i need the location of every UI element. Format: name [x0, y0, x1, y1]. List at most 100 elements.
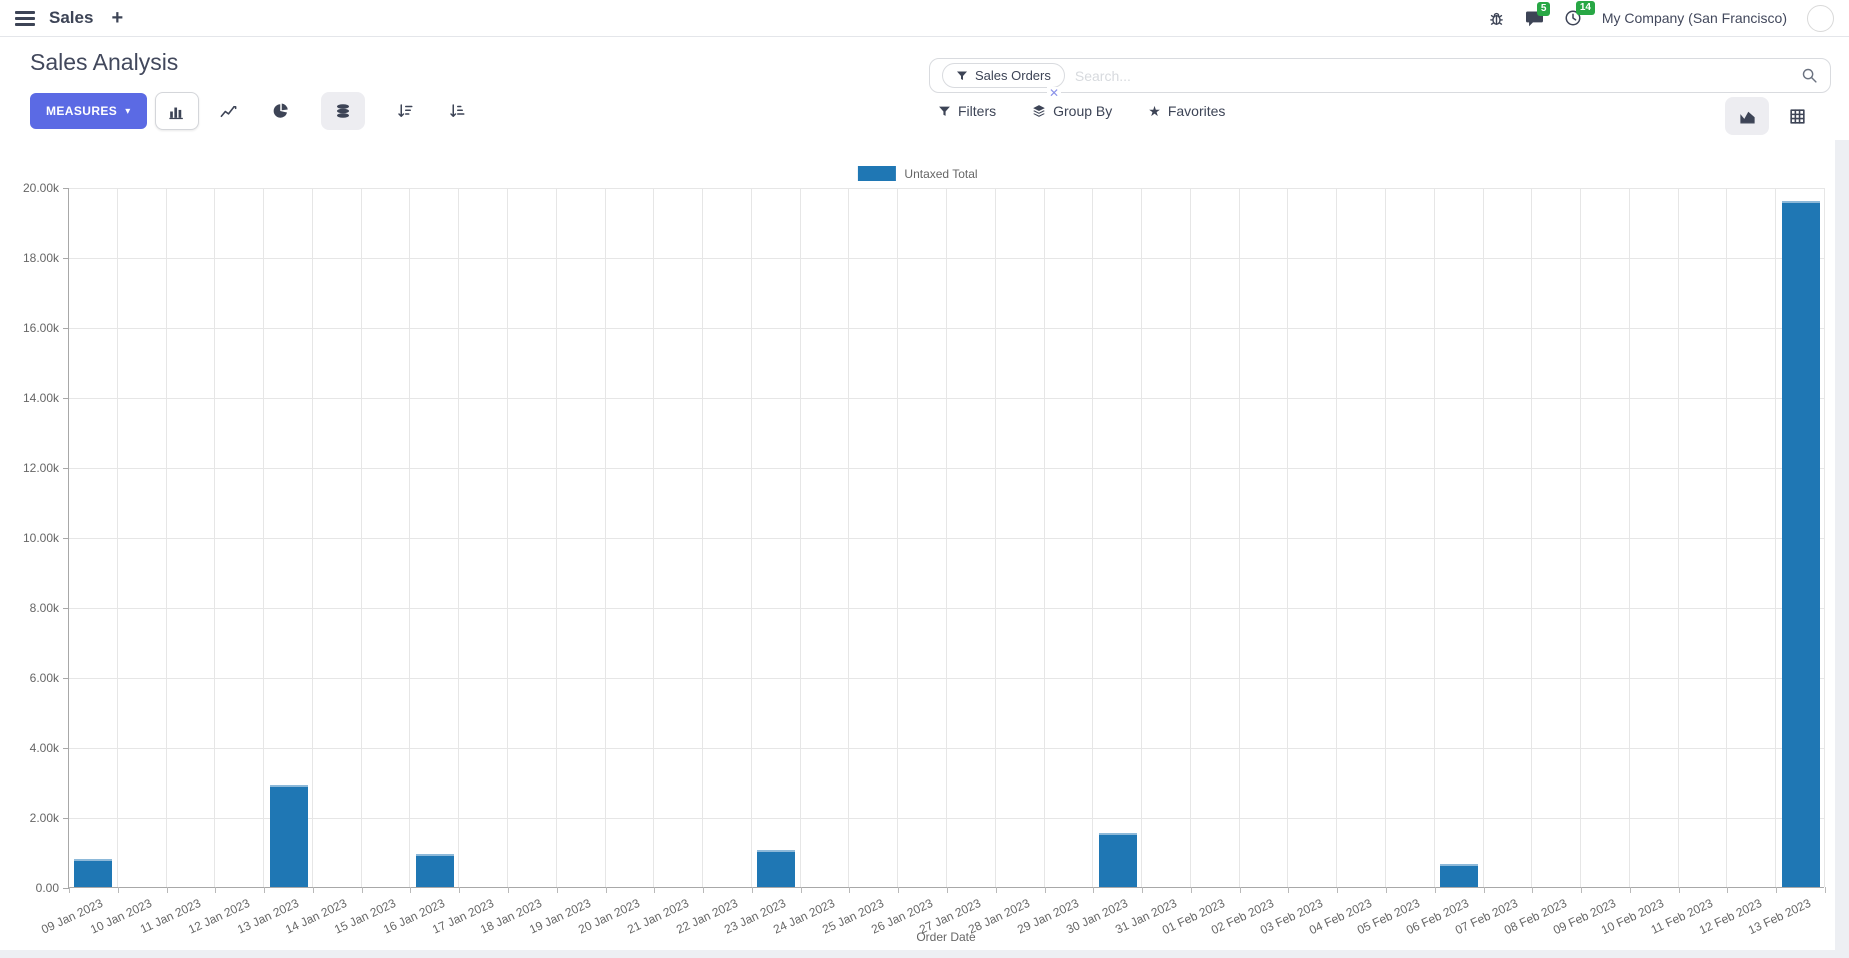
bar-16-jan-2023[interactable]	[416, 854, 454, 887]
legend-swatch	[857, 166, 896, 181]
pivot-view-button[interactable]	[1775, 97, 1819, 135]
y-tick-mark	[63, 888, 69, 889]
x-tick-mark	[1239, 887, 1241, 893]
x-tick-mark	[312, 887, 314, 893]
stacked-toggle-button[interactable]	[320, 92, 365, 130]
x-gridline	[897, 188, 899, 887]
x-tick-mark	[800, 887, 802, 893]
user-avatar[interactable]	[1807, 4, 1834, 32]
x-tick-mark	[1825, 887, 1826, 893]
x-gridline	[653, 188, 655, 887]
y-tick-mark	[63, 678, 69, 679]
x-tick-mark	[1337, 887, 1339, 893]
search-bar[interactable]: Sales Orders ✕	[929, 58, 1831, 99]
search-facet-sales-orders[interactable]: Sales Orders	[942, 63, 1065, 88]
y-tick-label: 4.00k	[29, 741, 59, 755]
x-gridline	[1141, 188, 1143, 887]
bar-06-feb-2023[interactable]	[1440, 864, 1478, 887]
x-gridline	[214, 188, 216, 887]
x-tick-mark	[654, 887, 656, 893]
y-tick-mark	[63, 328, 69, 329]
x-tick-mark	[1532, 887, 1534, 893]
measures-button[interactable]: MEASURES ▾	[30, 93, 147, 129]
x-tick-mark	[1190, 887, 1192, 893]
sort-descending-button[interactable]	[383, 92, 427, 130]
x-tick-mark	[508, 887, 509, 893]
x-gridline	[604, 188, 606, 887]
x-tick-mark	[1288, 887, 1290, 893]
x-gridline	[799, 188, 801, 887]
x-gridline	[1726, 188, 1728, 887]
debug-bug-icon[interactable]	[1488, 10, 1505, 27]
plot-area: 20.00k 18.00k 16.00k 14.00k 12.00k 10.00k 8.00…	[23, 181, 1826, 937]
x-tick-mark	[1629, 887, 1631, 893]
x-tick-mark	[947, 887, 948, 893]
sales-analysis-chart: Untaxed Total 20.00k 18.00k 16.00k 14.00k 12…	[0, 140, 1835, 950]
legend-item-untaxed-total[interactable]: Untaxed Total	[857, 166, 978, 181]
x-gridline	[1189, 188, 1191, 887]
app-name[interactable]: Sales	[49, 8, 94, 27]
y-tick-label: 14.00k	[22, 391, 59, 405]
legend-label: Untaxed Total	[904, 166, 978, 181]
x-gridline	[1433, 188, 1435, 887]
x-tick-mark	[1483, 887, 1485, 893]
company-switcher[interactable]: My Company (San Francisco)	[1601, 10, 1787, 26]
x-tick-mark	[1727, 887, 1729, 893]
y-tick-mark	[63, 608, 69, 609]
x-tick-mark	[995, 887, 997, 893]
bar-13-jan-2023[interactable]	[270, 785, 308, 887]
x-tick-mark	[117, 887, 119, 893]
bar-09-jan-2023[interactable]	[74, 859, 112, 887]
x-tick-mark	[751, 887, 753, 893]
y-tick-label: 12.00k	[22, 461, 59, 475]
x-tick-mark	[361, 887, 363, 893]
control-panel: Sales Analysis MEASURES ▾ Sales Order	[0, 37, 1849, 140]
x-tick-mark	[1142, 887, 1144, 893]
favorites-button[interactable]: ★ Favorites	[1148, 103, 1225, 119]
group-by-button[interactable]: Group By	[1032, 103, 1112, 119]
bar-13-feb-2023[interactable]	[1782, 201, 1820, 887]
activities-badge: 14	[1575, 1, 1595, 15]
y-tick-mark	[63, 748, 69, 749]
x-tick-mark	[556, 887, 558, 893]
pie-chart-view-button[interactable]	[259, 92, 303, 130]
graph-view-button[interactable]	[1725, 97, 1769, 135]
x-gridline	[165, 188, 167, 887]
bar-30-jan-2023[interactable]	[1099, 833, 1137, 887]
x-gridline	[1092, 188, 1094, 887]
filters-label: Filters	[958, 103, 997, 119]
bar-23-jan-2023[interactable]	[757, 850, 795, 887]
y-tick-label: 6.00k	[29, 671, 59, 685]
line-chart-icon	[220, 105, 237, 117]
bar-chart-icon	[169, 107, 183, 119]
line-chart-view-button[interactable]	[207, 92, 251, 130]
messages-icon[interactable]: 5	[1525, 1, 1551, 27]
search-icon[interactable]	[1801, 67, 1818, 84]
search-input[interactable]	[1074, 67, 1801, 84]
new-tab-button[interactable]: +	[111, 7, 124, 29]
x-gridline	[409, 188, 411, 887]
y-tick-label: 18.00k	[22, 251, 59, 265]
activities-clock-icon[interactable]: 14	[1564, 1, 1595, 27]
filters-button[interactable]: Filters	[938, 103, 996, 119]
x-gridline	[1238, 188, 1240, 887]
filter-funnel-icon	[957, 71, 967, 80]
x-gridline	[994, 188, 996, 887]
facet-remove-icon[interactable]: ✕	[1047, 86, 1062, 100]
x-tick-mark	[1581, 887, 1583, 893]
graph-view-icon	[1739, 111, 1755, 123]
sort-ascending-button[interactable]	[435, 92, 479, 130]
y-tick-label: 16.00k	[22, 321, 59, 335]
x-tick-mark	[703, 887, 705, 893]
y-tick-label: 0.00	[35, 881, 59, 895]
x-gridline	[1043, 188, 1045, 887]
x-axis-title: Order Date	[916, 930, 976, 944]
x-tick-mark	[459, 887, 461, 893]
bar-chart-view-button[interactable]	[154, 92, 199, 130]
apps-menu-icon[interactable]	[15, 10, 35, 26]
x-gridline	[1824, 188, 1825, 887]
x-tick-mark	[898, 887, 900, 893]
x-tick-mark	[1678, 887, 1680, 893]
stacked-icon	[336, 104, 349, 118]
x-gridline	[263, 188, 265, 887]
